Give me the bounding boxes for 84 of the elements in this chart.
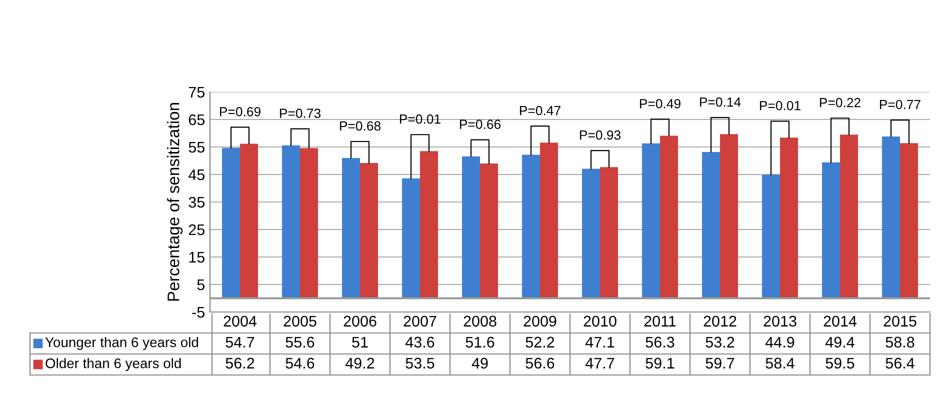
y-tick-label: 5 [197,280,204,290]
data-label: 43.6 [405,336,434,348]
data-label: 51.6 [466,336,494,348]
annotation: P=0.01 [760,100,800,110]
bar [582,168,600,298]
data-label: 53.5 [406,358,434,369]
data-label: 53.2 [706,336,734,348]
x-tick-label: 2013 [764,316,796,327]
x-tick-label: 2015 [884,316,916,327]
x-tick-label: 2012 [704,316,736,327]
annotation: P=0.66 [460,120,501,129]
bar [342,158,360,298]
y-axis-title: Percentage of sensitization [167,103,183,301]
bar [540,142,558,298]
bar [822,162,840,298]
legend-label: Younger than 6 years old [45,337,198,350]
annotation: P=0.22 [820,98,860,108]
data-label: 44.9 [765,336,794,348]
y-tick-label: 15 [189,252,204,263]
bar [420,151,438,298]
annotation: P=0.73 [280,108,321,118]
legend-label: Older than 6 years old [46,358,181,371]
annotation: P=0.68 [340,121,381,131]
data-label: 56.2 [226,358,254,369]
data-label: 58.8 [886,336,914,348]
data-label: 59.5 [826,358,854,369]
bar [900,143,918,298]
x-tick-label: 2010 [584,316,616,327]
data-label: 59.7 [706,358,734,369]
bar [702,152,720,298]
data-label: 49 [472,358,488,369]
data-label: 47.1 [585,336,614,348]
bar [642,143,660,298]
y-tick-label: -5 [192,307,204,318]
data-label: 56.6 [526,358,554,369]
x-tick-label: 2005 [284,316,316,327]
bar [402,178,420,298]
bar [882,136,900,298]
y-tick-label: 25 [188,224,204,236]
data-label: 54.7 [226,336,254,348]
data-label: 54.6 [286,358,314,369]
data-label: 49.4 [825,336,854,348]
y-tick-label: 45 [188,170,204,180]
annotation: P=0.77 [880,100,920,110]
x-tick-label: 2011 [644,316,676,327]
data-label: 56.3 [646,336,674,348]
bar [780,138,798,298]
bar [522,154,540,298]
annotation: P=0.93 [580,130,621,140]
y-tick-label: 75 [188,87,204,98]
bar [762,174,780,298]
y-tick-label: 55 [188,142,204,153]
x-tick-label: 2008 [464,316,496,327]
data-label: 59.1 [646,358,674,369]
annotation: P=0.69 [220,107,260,116]
bar [300,148,318,298]
data-label: 58.4 [766,358,794,369]
bar [282,145,300,298]
annotation: P=0.47 [520,106,560,116]
x-tick-label: 2009 [524,316,556,327]
bar [660,136,678,298]
x-tick-label: 2006 [344,316,376,327]
bar [720,134,738,298]
annotation: P=0.49 [640,99,680,108]
annotation: P=0.14 [700,97,741,107]
data-label: 49.2 [345,358,374,369]
bar [840,134,858,298]
y-tick-label: 35 [188,196,204,208]
data-label: 47.7 [585,358,614,368]
bar [600,167,618,298]
data-label: 51 [352,336,368,348]
bar [240,144,258,298]
annotation: P=0.01 [400,114,440,124]
data-label: 55.6 [286,336,314,348]
data-label: 56.4 [886,358,914,369]
x-tick-label: 2004 [224,316,257,327]
y-tick-label: 65 [188,114,204,126]
bar [462,156,480,298]
x-tick-label: 2014 [824,316,857,327]
bar [360,162,378,298]
data-label: 52.2 [526,336,554,348]
x-tick-label: 2007 [404,316,436,327]
bar [480,164,498,298]
bar [222,148,240,298]
